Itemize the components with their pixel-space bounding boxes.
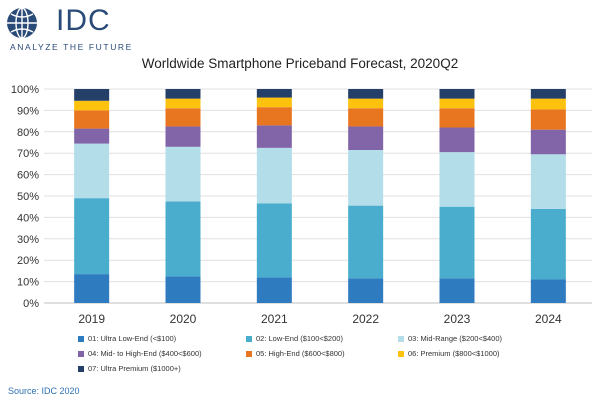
bar-segment [348,149,384,206]
legend-swatch [398,350,404,357]
bar-segment [74,110,110,129]
x-tick-label: 2022 [352,312,379,326]
y-tick-label: 10% [17,277,39,289]
bar-segment [530,109,566,130]
legend-swatch [78,350,84,357]
bar-segment [348,126,384,150]
bar-segment [439,108,475,128]
bar-segment [439,152,475,207]
legend-swatch [398,335,404,342]
y-tick-label: 30% [17,234,39,246]
y-tick-label: 0% [23,298,39,310]
legend-item: 03: Mid-Range ($200<$400) [398,334,502,343]
bar-segment [165,146,201,202]
x-tick-label: 2021 [261,312,288,326]
legend-item: 06: Premium ($800<$1000) [398,349,500,358]
y-tick-label: 20% [17,255,39,267]
y-tick-label: 60% [17,170,39,182]
bar-segment [530,208,566,280]
legend-swatch [78,365,84,372]
bar-segment [165,98,201,109]
bar-segment [439,98,475,109]
bar-segment [439,127,475,153]
legend-item: 02: Low-End ($100<$200) [246,334,343,343]
bar-segment [165,89,201,99]
bar-segment [256,147,292,204]
y-tick-label: 40% [17,212,39,224]
y-tick-label: 70% [17,148,39,160]
globe-icon [7,7,37,39]
bar-segment [74,198,110,275]
idc-logo: IDC ANALYZE THE FUTURE [6,4,131,52]
bar-segment [256,97,292,108]
bar-segment [530,154,566,209]
bar-segment [348,98,384,109]
bar-segment [439,206,475,279]
bar-segment [74,274,110,303]
legend-label: 05: High-End ($600<$800) [256,349,345,358]
bar-segment [256,277,292,303]
bar-segment [74,143,110,199]
bar-segment [439,89,475,99]
y-tick-label: 100% [11,84,39,96]
bar-segment [74,89,110,101]
bar-segment [165,108,201,127]
legend-item: 05: High-End ($600<$800) [246,349,345,358]
bar-segment [348,108,384,127]
legend-swatch [246,350,252,357]
legend-item: 01: Ultra Low-End (<$100) [78,334,176,343]
y-tick-label: 90% [17,105,39,117]
source-note: Source: IDC 2020 [8,386,80,396]
bar-segment [348,89,384,99]
legend-label: 03: Mid-Range ($200<$400) [408,334,503,343]
bar-segment [74,100,110,111]
legend-item: 07: Ultra Premium ($1000+) [78,364,181,373]
bar-segment [256,107,292,126]
legend-item: 04: Mid- to High-End ($400<$600) [78,349,202,358]
chart-title: Worldwide Smartphone Priceband Forecast,… [141,56,459,71]
x-tick-label: 2024 [535,312,562,326]
bar-segment [348,278,384,303]
legend-label: 07: Ultra Premium ($1000+) [88,364,181,373]
logo-wordmark: IDC [56,4,111,37]
bar-segment [256,125,292,148]
legend-label: 04: Mid- to High-End ($400<$600) [88,349,202,358]
bar-segment [256,89,292,98]
x-tick-label: 2020 [170,312,197,326]
bar-segment [74,128,110,144]
bar-segment [439,278,475,303]
bar-segment [530,98,566,110]
bar-segment [530,279,566,303]
legend-label: 02: Low-End ($100<$200) [256,334,343,343]
legend-swatch [78,335,84,342]
x-tick-label: 2019 [78,312,105,326]
bar-segment [165,201,201,277]
bar-segment [256,203,292,278]
bar-segment [348,205,384,279]
legend-swatch [246,335,252,342]
stacked-bar-chart: 0% 10% 20% 30% 40% 50% 60% 70% 80% 90% 100% 2019 202… [11,84,592,326]
bar-segment [165,126,201,147]
bar-segment [530,89,566,99]
y-tick-label: 50% [17,191,39,203]
bar-segment [530,129,566,155]
legend-label: 01: Ultra Low-End (<$100) [88,334,177,343]
legend-label: 06: Premium ($800<$1000) [408,349,500,358]
bar-segment [165,276,201,303]
logo-tagline: ANALYZE THE FUTURE [10,42,133,52]
x-tick-label: 2023 [444,312,471,326]
y-tick-label: 80% [17,127,39,139]
